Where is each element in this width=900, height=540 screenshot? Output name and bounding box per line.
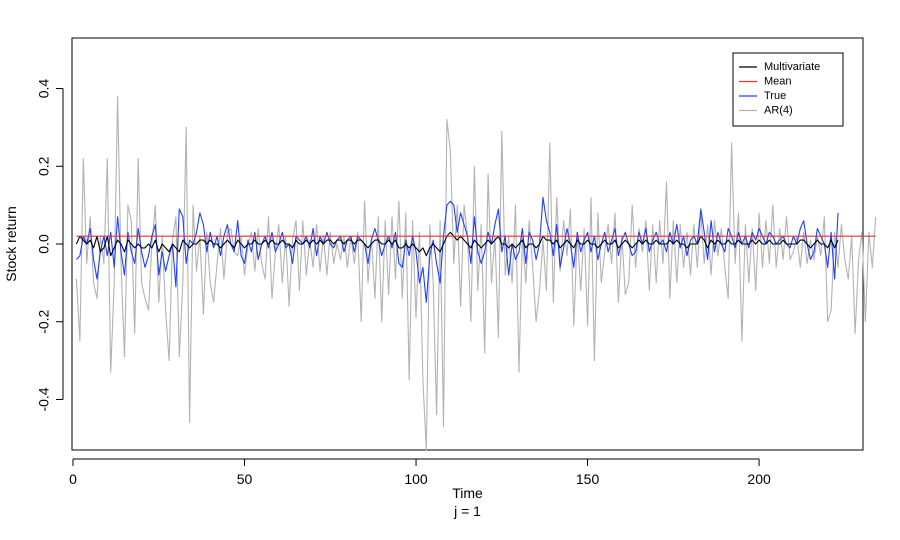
x-tick-label: 150 (576, 471, 600, 487)
y-tick-label: 0.0 (36, 234, 52, 254)
legend-entry: Mean (764, 75, 792, 87)
series-layer (75, 95, 877, 451)
y-axis-label: Stock return (3, 206, 19, 281)
series-multivariate (75, 231, 839, 257)
x-axis: 0 50 100 150 200 (69, 458, 771, 487)
y-tick-label: 0.4 (36, 79, 52, 99)
x-tick-label: 0 (69, 471, 77, 487)
legend-entry: AR(4) (764, 104, 793, 116)
x-axis-label: Time (452, 485, 483, 501)
y-tick-label: 0.2 (36, 156, 52, 176)
plot-area (71, 37, 877, 451)
series-ar-4- (75, 95, 877, 451)
y-tick-label: -0.4 (36, 387, 52, 411)
x-tick-label: 100 (404, 471, 428, 487)
legend-entry: Multivariate (764, 61, 820, 73)
plot-border (71, 37, 864, 451)
x-tick-label: 50 (237, 471, 253, 487)
legend-entry: True (764, 90, 786, 102)
legend: Multivariate Mean True AR(4) (732, 52, 844, 127)
series-true (75, 196, 839, 303)
x-tick-label: 200 (747, 471, 771, 487)
y-axis: -0.4 -0.2 0.0 0.2 0.4 (36, 79, 64, 412)
y-tick-label: -0.2 (36, 309, 52, 333)
legend-box (732, 52, 844, 127)
chart-subtitle: j = 1 (453, 503, 481, 519)
